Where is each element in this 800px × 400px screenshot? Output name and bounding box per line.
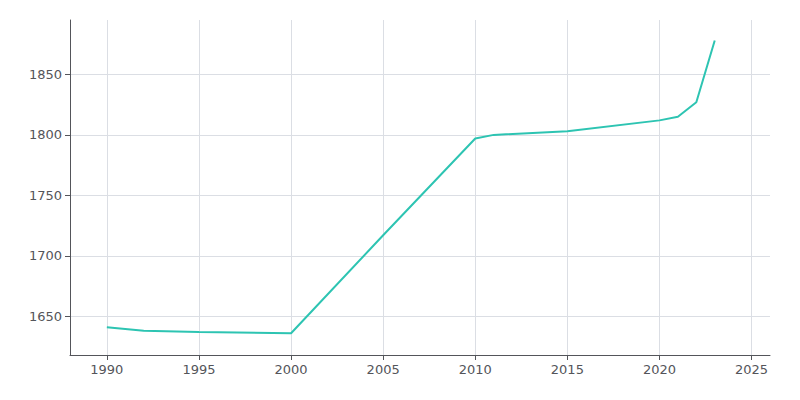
svg-text:1850: 1850 [29,67,62,82]
svg-text:1995: 1995 [182,362,215,377]
svg-text:2015: 2015 [551,362,584,377]
svg-text:2000: 2000 [275,362,308,377]
svg-text:1700: 1700 [29,248,62,263]
svg-text:2005: 2005 [367,362,400,377]
svg-text:2025: 2025 [735,362,768,377]
svg-text:1990: 1990 [90,362,123,377]
svg-text:1800: 1800 [29,127,62,142]
svg-text:2020: 2020 [643,362,676,377]
svg-text:1750: 1750 [29,188,62,203]
svg-text:2010: 2010 [459,362,492,377]
svg-text:1650: 1650 [29,309,62,324]
